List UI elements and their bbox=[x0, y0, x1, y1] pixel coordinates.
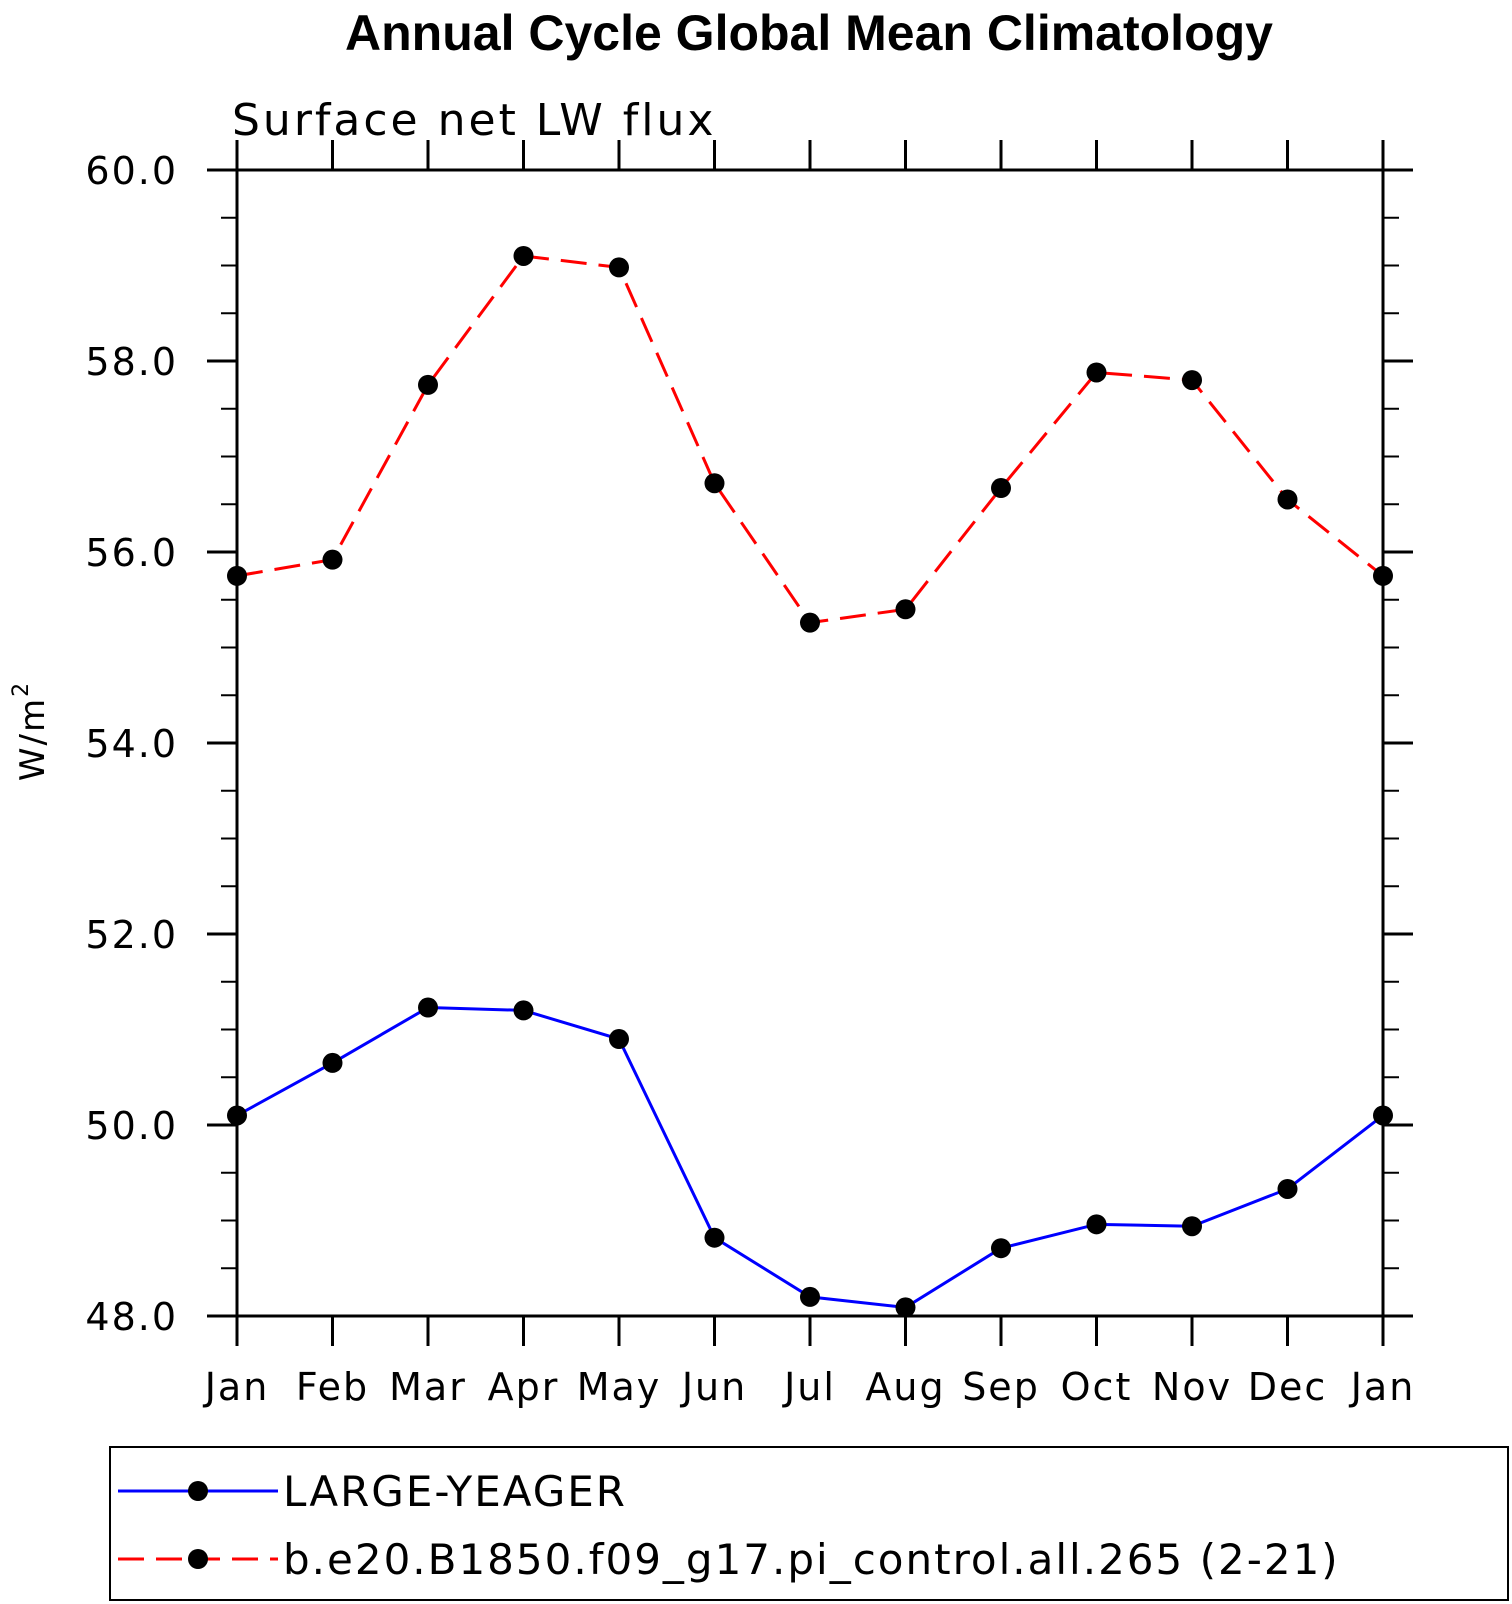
y-axis-label-superscript: 2 bbox=[9, 681, 34, 697]
data-point-large-yeager bbox=[991, 1238, 1011, 1259]
y-tick-label: 52.0 bbox=[85, 913, 178, 957]
data-point-large-yeager bbox=[322, 1052, 343, 1073]
series-line-b-e20-b1850-f09-g17-pi-control-all-265-2-21 bbox=[236, 254, 1384, 625]
legend-swatch-large-yeager-marker bbox=[188, 1481, 208, 1501]
data-point-large-yeager bbox=[895, 1297, 916, 1318]
x-tick-label: Jun bbox=[680, 1365, 747, 1409]
legend-label-pi-control: b.e20.B1850.f09_g17.pi_control.all.265 (… bbox=[283, 1535, 1340, 1584]
x-tick-label: Oct bbox=[1061, 1365, 1133, 1409]
x-tick-label: Jul bbox=[782, 1365, 836, 1409]
y-axis-label-text: W/m bbox=[13, 697, 53, 781]
y-tick-label: 50.0 bbox=[85, 1104, 178, 1148]
y-tick-label: 58.0 bbox=[85, 340, 178, 384]
data-point-b-e20-b1850-f09-g17-pi-control-all-265-2-21 bbox=[991, 478, 1011, 499]
series-markers bbox=[227, 245, 1393, 1318]
x-tick-label: May bbox=[577, 1365, 662, 1409]
x-tick-label: Mar bbox=[389, 1365, 467, 1409]
chart-subtitle: Surface net LW flux bbox=[232, 95, 716, 146]
data-point-b-e20-b1850-f09-g17-pi-control-all-265-2-21 bbox=[895, 599, 916, 620]
data-point-large-yeager bbox=[513, 1000, 534, 1021]
chart-title: Annual Cycle Global Mean Climatology bbox=[345, 5, 1273, 61]
data-point-large-yeager bbox=[704, 1227, 725, 1248]
data-point-b-e20-b1850-f09-g17-pi-control-all-265-2-21 bbox=[418, 374, 438, 395]
data-point-b-e20-b1850-f09-g17-pi-control-all-265-2-21 bbox=[322, 549, 343, 570]
data-point-b-e20-b1850-f09-g17-pi-control-all-265-2-21 bbox=[1373, 565, 1393, 586]
data-point-b-e20-b1850-f09-g17-pi-control-all-265-2-21 bbox=[1277, 489, 1298, 510]
x-tick-label: Nov bbox=[1152, 1365, 1232, 1409]
data-point-large-yeager bbox=[1277, 1178, 1298, 1199]
y-axis-label: W/m2 bbox=[9, 681, 53, 781]
y-tick-label: 54.0 bbox=[85, 722, 178, 766]
data-point-b-e20-b1850-f09-g17-pi-control-all-265-2-21 bbox=[609, 257, 629, 278]
x-tick-label: Aug bbox=[865, 1365, 945, 1409]
y-tick-labels: 48.0 50.0 52.0 54.0 56.0 58.0 60.0 bbox=[85, 149, 178, 1339]
legend-box bbox=[109, 1446, 1509, 1601]
y-tick-label: 60.0 bbox=[85, 149, 178, 193]
data-point-b-e20-b1850-f09-g17-pi-control-all-265-2-21 bbox=[704, 473, 725, 494]
data-point-large-yeager bbox=[1086, 1214, 1107, 1235]
y-tick-label: 48.0 bbox=[85, 1295, 178, 1339]
data-point-large-yeager bbox=[609, 1029, 629, 1050]
x-tick-label: Apr bbox=[488, 1365, 560, 1409]
x-tick-label: Jan bbox=[1349, 1365, 1416, 1409]
data-point-large-yeager bbox=[1182, 1216, 1202, 1237]
y-tick-label: 56.0 bbox=[85, 531, 178, 575]
data-point-b-e20-b1850-f09-g17-pi-control-all-265-2-21 bbox=[227, 565, 247, 586]
data-point-b-e20-b1850-f09-g17-pi-control-all-265-2-21 bbox=[800, 612, 820, 633]
axis-ticks bbox=[207, 140, 1413, 1346]
data-point-large-yeager bbox=[1373, 1105, 1393, 1126]
series-line-large-yeager bbox=[236, 1006, 1384, 1309]
x-tick-label: Jan bbox=[203, 1365, 270, 1409]
data-point-b-e20-b1850-f09-g17-pi-control-all-265-2-21 bbox=[513, 245, 534, 266]
legend: LARGE-YEAGER b.e20.B1850.f09_g17.pi_cont… bbox=[109, 1446, 1509, 1601]
svg-text:W/m2: W/m2 bbox=[9, 681, 53, 781]
data-point-b-e20-b1850-f09-g17-pi-control-all-265-2-21 bbox=[1086, 362, 1107, 383]
x-tick-label: Sep bbox=[962, 1365, 1040, 1409]
data-point-large-yeager bbox=[418, 997, 438, 1018]
legend-label-large-yeager: LARGE-YEAGER bbox=[283, 1467, 627, 1516]
x-tick-labels: Jan Feb Mar Apr May Jun Jul Aug Sep Oct Nov Dec Jan bbox=[203, 1365, 1416, 1409]
legend-swatch-pi-control-marker bbox=[188, 1549, 208, 1569]
plot-frame bbox=[235, 168, 1385, 1318]
x-tick-label: Dec bbox=[1248, 1365, 1328, 1409]
x-tick-label: Feb bbox=[296, 1365, 369, 1409]
data-point-large-yeager bbox=[227, 1105, 247, 1126]
data-point-b-e20-b1850-f09-g17-pi-control-all-265-2-21 bbox=[1182, 370, 1202, 391]
data-point-large-yeager bbox=[800, 1286, 820, 1307]
series-lines bbox=[236, 254, 1384, 1309]
